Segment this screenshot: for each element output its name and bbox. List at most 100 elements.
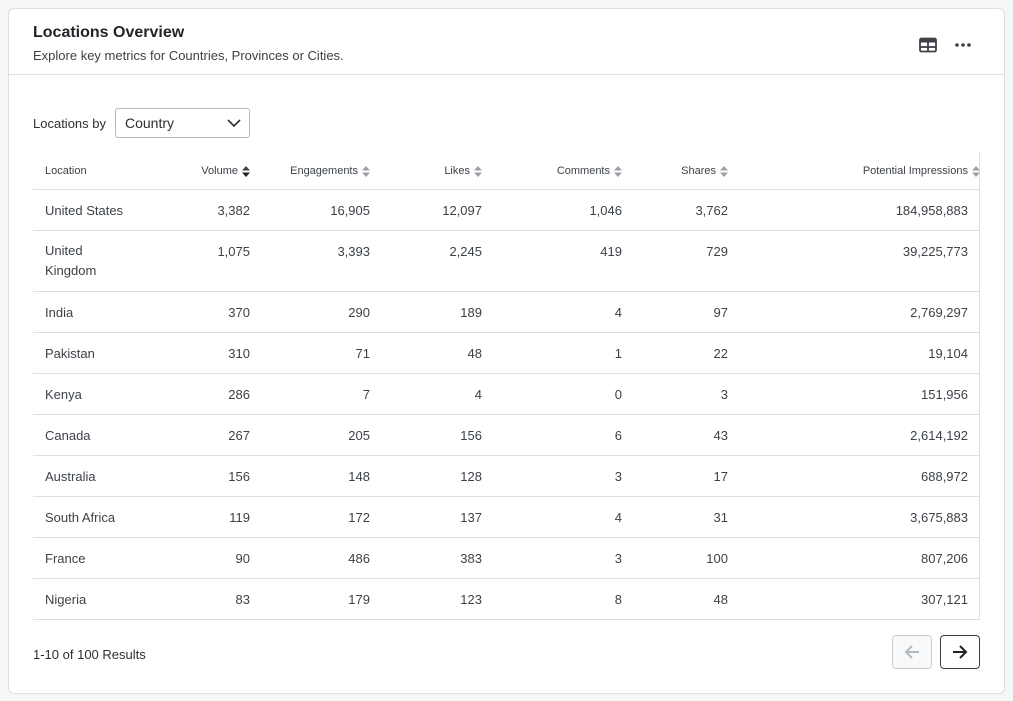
cell-potential-impressions: 688,972 bbox=[728, 455, 980, 497]
cell-engagements: 205 bbox=[250, 414, 370, 456]
cell-comments: 4 bbox=[482, 291, 622, 333]
arrow-right-icon bbox=[953, 645, 968, 659]
table-row: Pakistan 310 71 48 1 22 19,104 bbox=[33, 332, 980, 374]
cell-shares: 3 bbox=[622, 373, 728, 415]
cell-engagements: 179 bbox=[250, 578, 370, 620]
column-header-location: Location bbox=[33, 152, 173, 190]
cell-volume: 90 bbox=[173, 537, 250, 579]
cell-potential-impressions: 19,104 bbox=[728, 332, 980, 374]
cell-potential-impressions: 184,958,883 bbox=[728, 189, 980, 231]
cell-location: Nigeria bbox=[33, 578, 173, 620]
card-subtitle: Explore key metrics for Countries, Provi… bbox=[33, 48, 344, 63]
card-title: Locations Overview bbox=[33, 24, 185, 41]
cell-shares: 22 bbox=[622, 332, 728, 374]
cell-potential-impressions: 307,121 bbox=[728, 578, 980, 620]
column-header-comments[interactable]: Comments bbox=[482, 152, 622, 190]
cell-comments: 3 bbox=[482, 455, 622, 497]
cell-comments: 1,046 bbox=[482, 189, 622, 231]
table-row: Australia 156 148 128 3 17 688,972 bbox=[33, 455, 980, 497]
locations-table-container: Location Volume Engagements Likes Commen… bbox=[33, 152, 980, 620]
table-row: Canada 267 205 156 6 43 2,614,192 bbox=[33, 414, 980, 456]
cell-engagements: 148 bbox=[250, 455, 370, 497]
cell-potential-impressions: 2,614,192 bbox=[728, 414, 980, 456]
column-header-shares[interactable]: Shares bbox=[622, 152, 728, 190]
cell-volume: 156 bbox=[173, 455, 250, 497]
cell-volume: 3,382 bbox=[173, 189, 250, 231]
location-type-value: Country bbox=[125, 115, 175, 131]
locations-by-label: Locations by bbox=[33, 115, 106, 131]
cell-shares: 729 bbox=[622, 230, 728, 292]
cell-location: Kenya bbox=[33, 373, 173, 415]
cell-location: Pakistan bbox=[33, 332, 173, 374]
table-row: France 90 486 383 3 100 807,206 bbox=[33, 537, 980, 579]
cell-engagements: 16,905 bbox=[250, 189, 370, 231]
cell-engagements: 7 bbox=[250, 373, 370, 415]
cell-comments: 6 bbox=[482, 414, 622, 456]
chevron-down-icon bbox=[227, 119, 241, 127]
locations-filter: Locations by Country bbox=[33, 108, 250, 138]
cell-comments: 4 bbox=[482, 496, 622, 538]
column-header-potential-impressions[interactable]: Potential Impressions bbox=[728, 152, 980, 190]
cell-volume: 310 bbox=[173, 332, 250, 374]
previous-page-button[interactable] bbox=[892, 635, 932, 669]
cell-engagements: 172 bbox=[250, 496, 370, 538]
cell-location: Canada bbox=[33, 414, 173, 456]
cell-likes: 12,097 bbox=[370, 189, 482, 231]
cell-volume: 370 bbox=[173, 291, 250, 333]
table-view-button[interactable] bbox=[917, 34, 939, 56]
cell-volume: 1,075 bbox=[173, 230, 250, 292]
cell-comments: 1 bbox=[482, 332, 622, 374]
sort-desc-icon bbox=[242, 165, 250, 177]
cell-shares: 97 bbox=[622, 291, 728, 333]
column-header-engagements[interactable]: Engagements bbox=[250, 152, 370, 190]
column-header-likes[interactable]: Likes bbox=[370, 152, 482, 190]
cell-potential-impressions: 2,769,297 bbox=[728, 291, 980, 333]
cell-likes: 48 bbox=[370, 332, 482, 374]
next-page-button[interactable] bbox=[940, 635, 980, 669]
sort-icon bbox=[362, 165, 370, 177]
column-header-volume[interactable]: Volume bbox=[173, 152, 250, 190]
cell-volume: 267 bbox=[173, 414, 250, 456]
table-header-row: Location Volume Engagements Likes Commen… bbox=[33, 152, 980, 190]
more-options-button[interactable] bbox=[952, 34, 974, 56]
sort-icon bbox=[474, 165, 482, 177]
location-type-select[interactable]: Country bbox=[115, 108, 250, 138]
cell-engagements: 3,393 bbox=[250, 230, 370, 292]
table-row: India 370 290 189 4 97 2,769,297 bbox=[33, 291, 980, 333]
arrow-left-icon bbox=[904, 645, 919, 659]
cell-likes: 123 bbox=[370, 578, 482, 620]
locations-table: Location Volume Engagements Likes Commen… bbox=[33, 152, 980, 620]
cell-likes: 189 bbox=[370, 291, 482, 333]
table-row: Kenya 286 7 4 0 3 151,956 bbox=[33, 373, 980, 415]
cell-shares: 3,762 bbox=[622, 189, 728, 231]
cell-shares: 17 bbox=[622, 455, 728, 497]
table-body: United States 3,382 16,905 12,097 1,046 3,762… bbox=[33, 189, 980, 620]
cell-likes: 137 bbox=[370, 496, 482, 538]
cell-shares: 48 bbox=[622, 578, 728, 620]
cell-location: Australia bbox=[33, 455, 173, 497]
table-row: United States 3,382 16,905 12,097 1,046 3,762… bbox=[33, 189, 980, 231]
table-row: Nigeria 83 179 123 8 48 307,121 bbox=[33, 578, 980, 620]
sort-icon bbox=[614, 165, 622, 177]
table-icon bbox=[919, 37, 937, 53]
cell-likes: 128 bbox=[370, 455, 482, 497]
more-horizontal-icon bbox=[955, 43, 971, 47]
cell-location: United States bbox=[33, 189, 173, 231]
cell-engagements: 290 bbox=[250, 291, 370, 333]
locations-overview-card: Locations Overview Explore key metrics f… bbox=[8, 8, 1005, 694]
cell-location: France bbox=[33, 537, 173, 579]
cell-comments: 419 bbox=[482, 230, 622, 292]
cell-shares: 31 bbox=[622, 496, 728, 538]
results-count: 1-10 of 100 Results bbox=[33, 647, 146, 662]
sort-icon bbox=[972, 165, 980, 177]
cell-potential-impressions: 39,225,773 bbox=[728, 230, 980, 292]
cell-comments: 0 bbox=[482, 373, 622, 415]
cell-shares: 43 bbox=[622, 414, 728, 456]
cell-comments: 3 bbox=[482, 537, 622, 579]
cell-location: United Kingdom bbox=[33, 230, 173, 292]
cell-shares: 100 bbox=[622, 537, 728, 579]
cell-engagements: 486 bbox=[250, 537, 370, 579]
cell-volume: 83 bbox=[173, 578, 250, 620]
cell-comments: 8 bbox=[482, 578, 622, 620]
cell-potential-impressions: 3,675,883 bbox=[728, 496, 980, 538]
